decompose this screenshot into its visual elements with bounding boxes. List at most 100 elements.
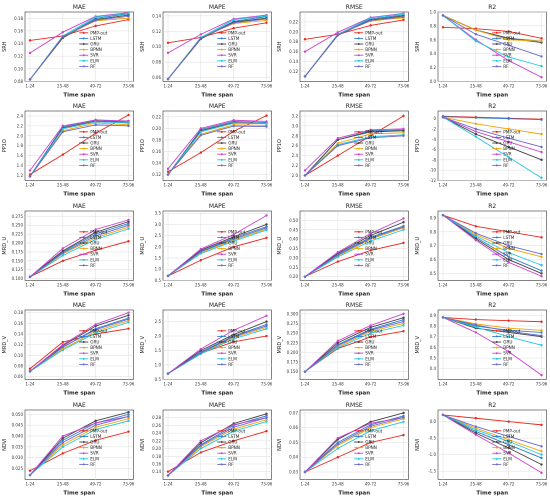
legend-marker [357,352,360,355]
data-point-BPNN [369,132,372,136]
chart-title: R2 [488,103,496,110]
y-tick-label: 1.0 [429,9,436,14]
series-line-SVR [442,414,542,473]
data-point-PMP-out [231,245,235,248]
legend-marker [357,131,360,134]
data-point-ELM [506,55,510,59]
series-line-LSTM [442,116,542,121]
series-line-PMP-out [29,430,129,471]
data-point-ELM [369,332,372,335]
legend-label: PMP-out [90,229,107,234]
legend-marker [220,241,223,244]
x-tick-label: 1-24 [25,83,35,88]
y-tick-label: 2.0 [17,134,24,139]
data-point-PMP-out [336,154,340,158]
legend-label: SVR [228,252,237,257]
data-point-GRU [127,410,130,413]
data-point-PMP-out [231,439,235,442]
legend-marker [495,59,498,62]
x-tick-label: 25-48 [195,382,207,387]
y-tick-label: 0 [433,117,436,122]
x-axis-label: Time span [476,490,508,496]
y-tick-label: 0.035 [12,444,24,449]
y-axis-label: NDVI [415,438,421,450]
x-tick-label: 25-48 [332,481,344,486]
series-line-RF [442,214,542,255]
series-line-SVR [442,117,542,153]
x-tick-label: 73-96 [535,382,547,387]
chart-panel-15: R2 MRD_V 0.4 0.5 0.6 0.7 0.8 0.9 1-24 25-48 49-72 7… [415,302,548,396]
legend-marker [82,164,85,167]
legend-marker [495,258,498,261]
legend-label: BPNN [365,445,377,450]
data-point-ELM [506,251,510,254]
y-tick-label: 1.2 [17,173,24,178]
data-point-PMP-out [61,341,65,344]
data-point-GRU [61,249,65,252]
y-tick-label: 3.2 [292,114,299,119]
x-tick-label: 1-24 [163,183,173,188]
y-axis-label: PP1O [2,139,8,152]
legend-marker [357,142,360,145]
legend-marker [495,230,498,233]
data-point-SVR [199,127,202,130]
legend-marker [357,429,360,432]
legend-label: ELM [503,58,512,63]
legend-label: ELM [90,357,99,362]
legend-label: SVR [90,252,99,257]
data-point-PMP-out [303,38,307,41]
data-point-PMP-out [28,469,32,472]
data-point-GRU [506,446,510,449]
series-line-GRU [442,414,542,465]
x-tick-label: 49-72 [502,282,514,287]
y-axis-label: MRD_U [140,236,146,254]
y-tick-label: 2.8 [292,134,299,139]
legend-label: PMP-out [503,229,520,234]
y-tick-label: 0.2 [429,65,436,70]
legend-label: SVR [365,152,374,157]
legend-label: ELM [90,257,99,262]
data-point-RF [303,75,307,78]
x-axis-label: Time span [201,391,233,397]
legend-marker [357,330,360,333]
legend-label: LSTM [90,36,102,41]
data-point-ELM [539,453,543,456]
y-axis-label: NDVI [277,438,283,450]
y-tick-label: 0.16 [14,321,23,326]
legend-marker [495,457,498,460]
data-point-GRU [402,220,405,224]
legend-marker [220,31,223,34]
legend-label: PMP-out [228,428,245,433]
legend-marker [220,142,223,145]
data-point-RF [231,125,235,128]
legend-marker [220,37,223,40]
data-point-GRU [231,235,235,238]
x-tick-label: 73-96 [398,183,410,188]
x-tick-label: 1-24 [300,183,310,188]
legend-marker [357,463,360,466]
data-point-RF [28,473,32,476]
legend-marker [82,446,85,449]
data-point-RF [127,223,130,227]
data-point-PMP-out [127,430,130,433]
data-point-LSTM [474,116,477,120]
legend-marker [357,59,360,62]
x-tick-label: 25-48 [195,481,207,486]
plot-frame [24,409,134,480]
chart-panel-12: MAE MRD_V 0.06 0.08 0.10 0.12 0.14 0.16 0.18 1-24… [2,302,135,396]
data-point-GRU [369,131,372,134]
y-tick-label: 0.22 [152,115,161,120]
data-point-ELM [231,337,235,341]
legend-label: PMP-out [90,30,107,35]
series-line-ELM [304,420,404,472]
legend-label: SVR [90,351,99,356]
y-tick-label: 0.14 [14,332,23,337]
legend-label: SVR [365,53,374,58]
data-point-ELM [369,239,372,243]
series-line-SVR [442,214,542,277]
legend-label: ELM [90,456,99,461]
data-point-RF [199,351,202,355]
legend-label: RF [228,462,234,467]
legend-marker [357,148,360,151]
